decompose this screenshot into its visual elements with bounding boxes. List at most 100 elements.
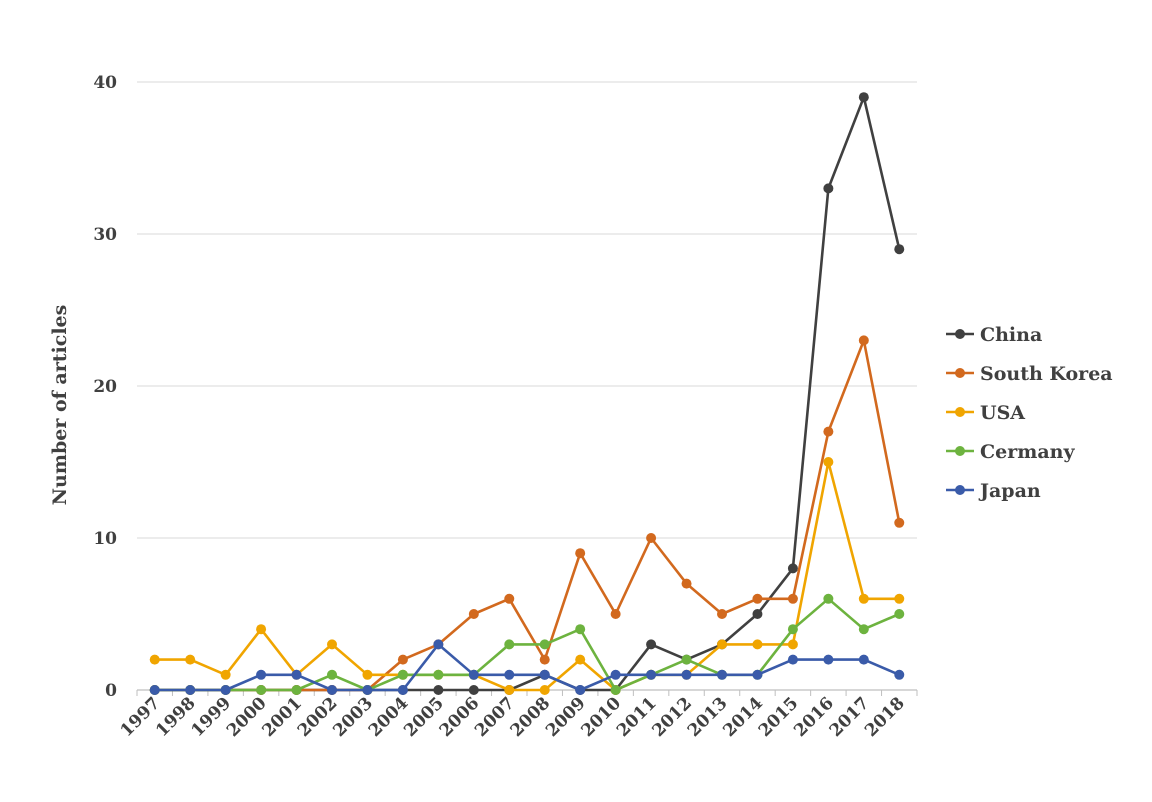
x-tick-label: 2014 [719,693,767,741]
y-axis-title: Number of articles [49,305,71,506]
data-point [256,624,267,635]
data-point [256,669,267,680]
series-line [154,95,901,692]
data-point [149,654,160,665]
data-point [646,639,657,650]
x-tick-label: 2002 [294,693,342,741]
data-point [752,609,763,619]
data-point [717,669,727,680]
x-tick-label: 2006 [436,693,484,741]
data-point [787,593,798,604]
data-point [752,669,763,680]
y-tick-label: 30 [93,225,117,245]
data-point [894,517,905,528]
data-point [468,669,479,680]
data-point [185,685,196,695]
data-point [504,593,515,604]
data-point [468,609,479,619]
legend: China South Korea USA Cermany Japan [946,324,1113,502]
x-tick-label: 2017 [826,693,874,741]
data-point [504,639,515,650]
data-point [610,685,621,695]
data-point [787,563,798,574]
legend-swatch-marker [955,368,965,378]
legend-swatch-marker [955,407,965,417]
data-point [646,669,657,680]
data-point [823,183,834,194]
data-point [327,669,337,680]
data-point [610,669,621,680]
data-point [575,685,586,695]
legend-item: Japan [946,480,1041,502]
data-point [327,639,337,650]
data-point [433,639,444,650]
data-point [504,685,515,695]
x-tick-label: 1997 [117,693,165,741]
series-line [154,460,900,692]
data-point [327,685,337,695]
series-line [154,597,900,692]
x-tick-label: 2000 [223,693,271,741]
data-point [787,639,798,650]
x-tick-label: 2015 [755,693,803,741]
data-point [291,669,302,680]
data-point [397,685,408,695]
data-point [468,685,479,695]
data-point [752,639,763,650]
series-china [149,92,905,695]
x-tick-label: 2018 [861,693,909,741]
data-point [681,669,692,680]
data-point [894,609,905,619]
x-tick-label: 2010 [578,693,626,741]
x-tick-label: 2012 [648,693,696,741]
legend-item: China [946,324,1042,346]
data-point [858,593,869,604]
data-point [681,578,692,589]
data-point [823,426,834,437]
data-point [397,654,408,665]
x-tick-label: 2009 [542,693,590,741]
legend-swatch-marker [955,329,965,339]
data-point [894,593,905,604]
x-tick-label: 2007 [471,693,519,741]
x-axis-ticks: 1997199819992000200120022003200420052006… [117,693,909,741]
series-lines [149,92,905,695]
series-japan [149,639,905,695]
legend-item: USA [946,402,1025,424]
data-point [291,685,302,695]
series-line [154,643,900,692]
data-point [539,639,550,650]
x-tick-label: 2001 [258,693,306,741]
legend-swatch-marker [955,446,965,456]
data-point [539,685,550,695]
data-point [894,669,905,680]
data-point [397,669,408,680]
x-tick-label: 2011 [613,693,661,741]
x-tick-label: 2008 [507,693,555,741]
data-point [646,533,657,543]
y-tick-label: 10 [93,529,117,549]
legend-label: China [980,324,1042,346]
x-tick-label: 1999 [188,693,236,741]
data-point [717,639,727,650]
x-tick-label: 2003 [329,693,377,741]
data-point [575,548,586,559]
legend-swatch-marker [955,485,965,495]
x-tick-label: 2013 [684,693,732,741]
gridlines [137,81,917,539]
y-tick-label: 40 [93,73,117,93]
x-tick-label: 2005 [400,693,448,741]
data-point [858,335,869,346]
data-point [539,669,550,680]
data-point [787,624,798,635]
data-point [717,609,727,619]
legend-label: USA [980,402,1025,424]
data-point [220,685,231,695]
data-point [433,685,444,695]
x-tick-label: 2004 [365,693,413,741]
x-tick-label: 1998 [152,693,200,741]
data-point [894,244,905,255]
data-point [858,624,869,635]
data-point [575,654,586,665]
